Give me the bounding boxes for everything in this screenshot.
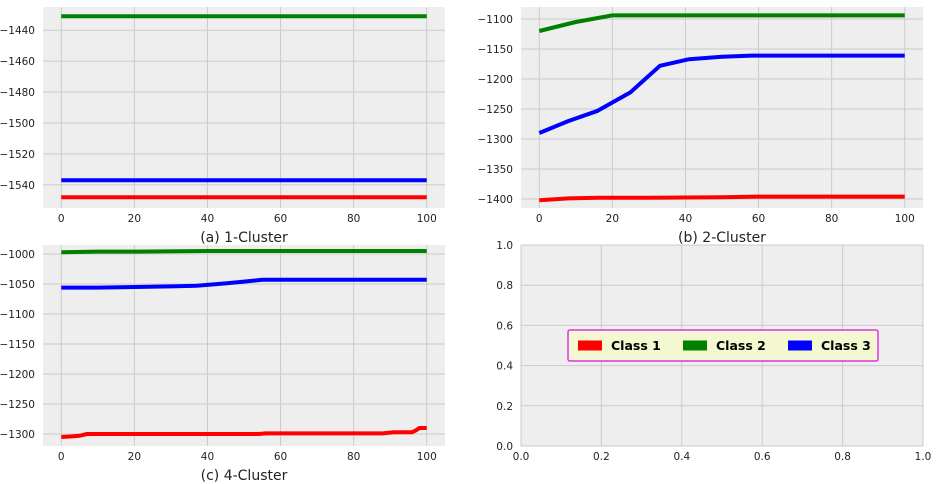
series-line-class-1: [61, 426, 427, 439]
x-tick-label: 100: [895, 213, 915, 225]
y-tick-label: −1150: [477, 44, 513, 56]
y-tick-label: −1520: [0, 149, 35, 161]
legend-label-class-3: Class 3: [821, 338, 871, 353]
series-line-class-2: [538, 13, 905, 33]
legend-box: [567, 329, 879, 362]
x-tick-label: 60: [274, 451, 287, 463]
x-tick-label: 40: [679, 213, 692, 225]
legend-swatch-class-2: [683, 340, 707, 351]
legend-label-class-1: Class 1: [611, 338, 661, 353]
subplot-4-cluster: 0 20 40 60 80 100 −1300 −1250 −1200 −1150 −1100 −10…: [0, 245, 445, 484]
y-tick-label: 0.4: [496, 361, 513, 373]
y-tick-label: 0.0: [496, 441, 513, 453]
y-tick-label: −1460: [0, 56, 35, 68]
x-tick-label: 0: [58, 451, 65, 463]
x-tick-label: 0: [536, 213, 543, 225]
y-tick-label: −1050: [0, 279, 35, 291]
y-tick-label: −1100: [0, 309, 35, 321]
subplot-caption: (c) 4-Cluster: [201, 468, 288, 484]
series-line-class-2: [61, 249, 427, 255]
legend: Class 1 Class 2 Class 3: [567, 329, 879, 362]
x-tick-label: 60: [274, 213, 287, 225]
subplot-2-cluster: 0 20 40 60 80 100 −1400 −1350 −1300 −1250 −1200 −11…: [477, 7, 923, 246]
y-tick-label: −1400: [477, 194, 513, 206]
x-tick-label: 20: [128, 213, 141, 225]
y-tick-label: 0.8: [496, 280, 513, 292]
y-tick-label: −1350: [477, 164, 513, 176]
plot-area: [521, 7, 923, 208]
y-tick-label: −1500: [0, 118, 35, 130]
y-tick-label: −1480: [0, 87, 35, 99]
x-tick-label: 80: [347, 213, 360, 225]
legend-label-class-2: Class 2: [716, 338, 766, 353]
x-tick-label: 20: [128, 451, 141, 463]
series-line-class-3: [538, 53, 905, 135]
x-tick-label: 0.0: [513, 451, 530, 463]
x-tick-label: 0.6: [754, 451, 771, 463]
x-tick-label: 40: [201, 451, 214, 463]
y-tick-label: −1250: [477, 104, 513, 116]
subplot-1-cluster: 0 20 40 60 80 100 −1540 −1520 −1500 −1480 −1460 −14…: [0, 7, 445, 246]
y-tick-label: 0.2: [496, 401, 513, 413]
y-tick-label: −1250: [0, 399, 35, 411]
y-tick-label: −1300: [0, 429, 35, 441]
x-tick-label: 0.2: [593, 451, 610, 463]
x-tick-label: 20: [606, 213, 619, 225]
y-tick-label: −1540: [0, 180, 35, 192]
x-tick-label: 0.4: [673, 451, 690, 463]
subplot-caption: (a) 1-Cluster: [200, 230, 288, 246]
x-tick-label: 0: [58, 213, 65, 225]
x-tick-label: 100: [417, 213, 437, 225]
y-tick-label: −1200: [477, 74, 513, 86]
subplot-caption: (b) 2-Cluster: [678, 230, 766, 246]
x-tick-label: 80: [825, 213, 838, 225]
x-tick-label: 100: [417, 451, 437, 463]
series-line-class-3: [61, 277, 427, 290]
y-tick-label: −1000: [0, 249, 35, 261]
legend-swatch-class-3: [788, 340, 812, 351]
x-tick-label: 60: [752, 213, 765, 225]
y-tick-label: −1300: [477, 134, 513, 146]
x-tick-label: 0.8: [834, 451, 851, 463]
y-tick-label: 1.0: [496, 240, 513, 252]
y-tick-label: −1440: [0, 25, 35, 37]
x-tick-label: 40: [201, 213, 214, 225]
plot-area: [43, 7, 445, 208]
series-line-class-1: [539, 194, 905, 203]
x-tick-label: 1.0: [915, 451, 932, 463]
y-tick-label: −1150: [0, 339, 35, 351]
y-tick-label: −1200: [0, 369, 35, 381]
plot-area: [43, 245, 445, 446]
y-tick-label: 0.6: [496, 320, 513, 332]
subplot-legend: 0.0 0.2 0.4 0.6 0.8 1.0 0.0 0.2 0.4 0.6 0.8 1.0 Clas…: [496, 240, 931, 463]
y-tick-label: −1100: [477, 14, 513, 26]
x-tick-label: 80: [347, 451, 360, 463]
legend-swatch-class-1: [578, 340, 602, 351]
